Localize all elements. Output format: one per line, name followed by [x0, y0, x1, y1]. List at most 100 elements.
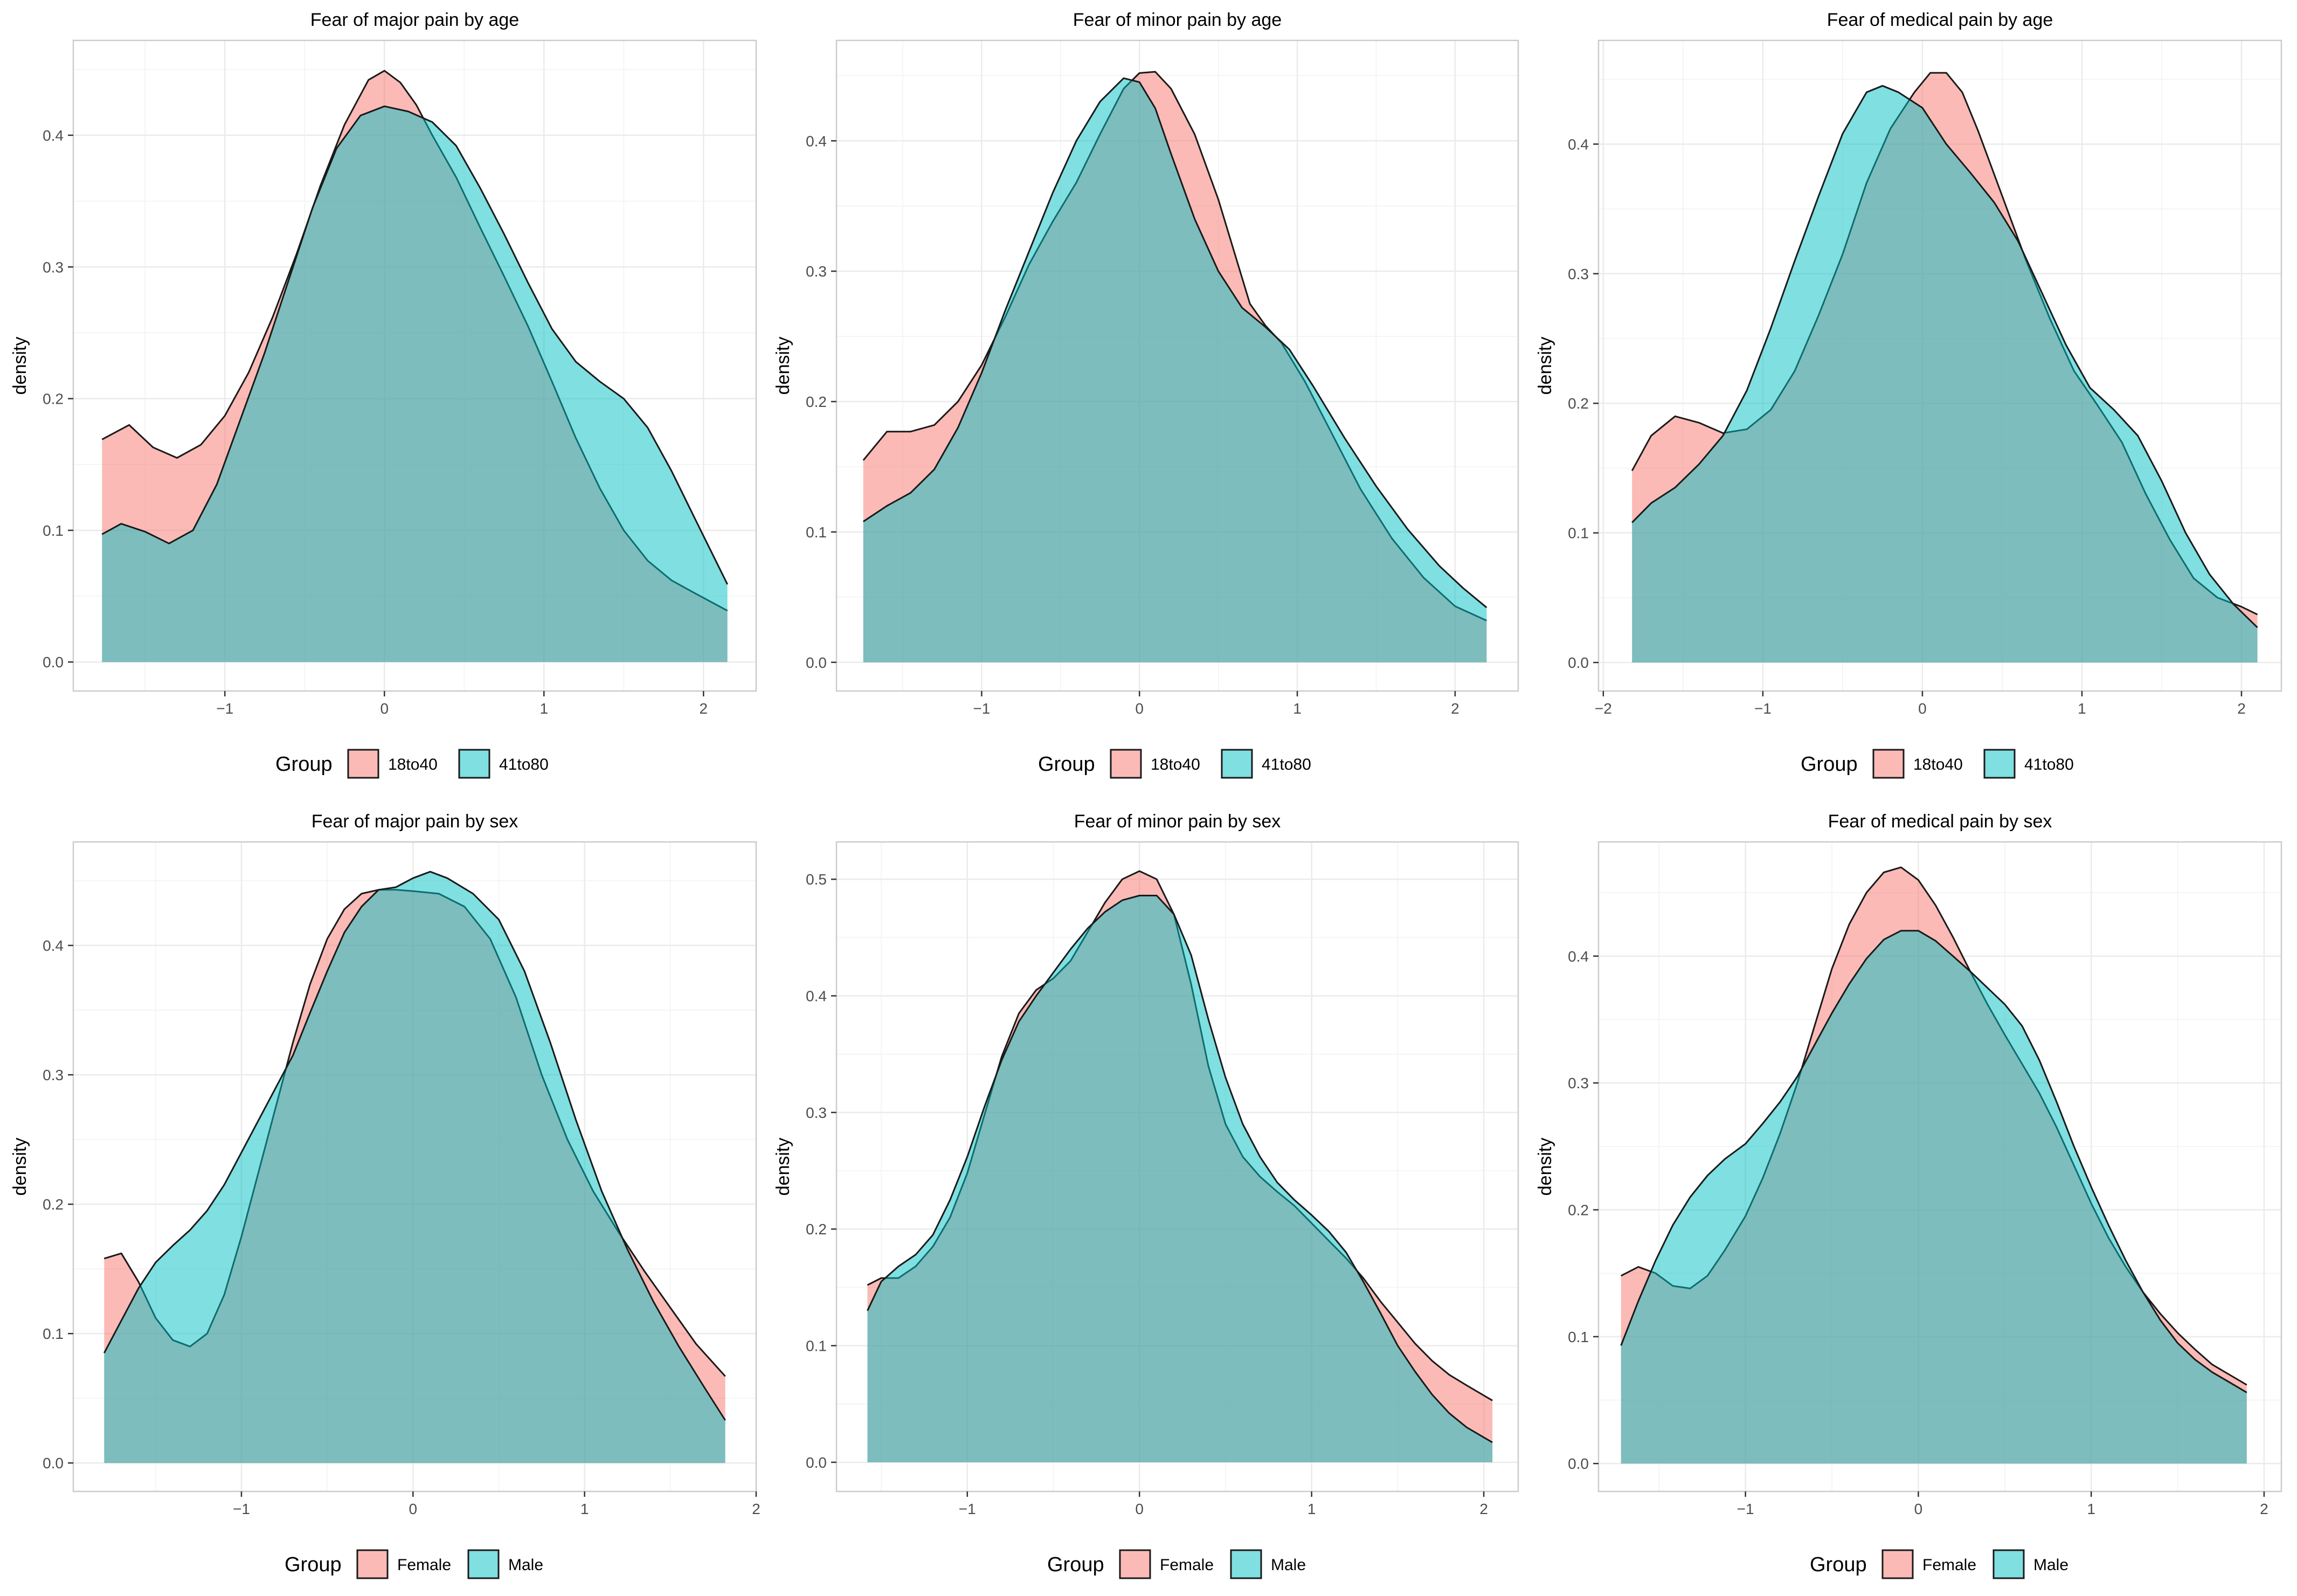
- panel-title: Fear of major pain by age: [310, 10, 519, 30]
- y-tick-label: 0.1: [806, 524, 827, 541]
- legend-label-18to40: 18to40: [1151, 756, 1200, 773]
- legend-label-female: Female: [1922, 1556, 1976, 1574]
- legend-key-18to40: [347, 749, 379, 779]
- legend-key-41to80: [1983, 749, 2016, 779]
- y-tick-label: 0.2: [43, 391, 64, 407]
- y-tick-label: 0.0: [43, 654, 64, 671]
- legend-key-female: [356, 1549, 389, 1579]
- y-tick-label: 0.3: [1568, 1075, 1589, 1091]
- legend: Group 18to40 41to80: [275, 749, 549, 779]
- x-tick-label: 1: [539, 700, 548, 717]
- y-tick-label: 0.2: [806, 1221, 827, 1238]
- legend-title: Group: [1801, 753, 1858, 776]
- panel-title: Fear of minor pain by sex: [1074, 811, 1281, 832]
- legend: Group 18to40 41to80: [1038, 749, 1311, 779]
- x-tick-label: 2: [752, 1501, 760, 1517]
- y-tick-label: 0.3: [43, 1067, 64, 1083]
- y-tick-label: 0.0: [43, 1455, 64, 1471]
- legend-key-male: [1230, 1549, 1262, 1579]
- panel-border: [1597, 39, 2282, 692]
- x-tick-label: 0: [1914, 1501, 1923, 1517]
- legend: Group 18to40 41to80: [1801, 749, 2074, 779]
- panel-border: [835, 841, 1519, 1493]
- y-axis-label: density: [1535, 1138, 1555, 1196]
- y-tick-label: 0.0: [806, 654, 827, 671]
- legend-label-41to80: 41to80: [499, 756, 549, 773]
- panel-border: [1597, 841, 2282, 1493]
- density-curve-male: [867, 895, 1493, 1443]
- legend-key-41to80: [1221, 749, 1253, 779]
- y-tick-label: 0.5: [806, 871, 827, 888]
- y-tick-label: 0.4: [1568, 136, 1589, 153]
- density-area-41to80: [863, 78, 1487, 662]
- x-tick-label: 2: [2237, 700, 2246, 717]
- y-tick-label: 0.1: [1568, 1329, 1589, 1345]
- density-area-male: [1621, 930, 2247, 1464]
- legend-title: Group: [275, 753, 333, 776]
- legend-key-male: [1992, 1549, 2025, 1579]
- y-axis-label: density: [10, 337, 30, 395]
- legend: Group Female Male: [1047, 1549, 1306, 1579]
- x-tick-label: −1: [1737, 1501, 1754, 1517]
- y-tick-label: 0.2: [806, 393, 827, 410]
- y-axis-label: density: [773, 1138, 793, 1196]
- y-tick-label: 0.3: [1568, 266, 1589, 282]
- y-axis-label: density: [773, 337, 793, 395]
- x-tick-label: 0: [380, 700, 389, 717]
- legend-label-18to40: 18to40: [388, 756, 438, 773]
- density-area-male: [867, 895, 1493, 1462]
- y-tick-label: 0.4: [806, 133, 827, 149]
- y-tick-label: 0.1: [43, 1325, 64, 1342]
- y-tick-label: 0.1: [43, 522, 64, 539]
- legend-key-18to40: [1872, 749, 1905, 779]
- x-tick-label: 0: [1918, 700, 1927, 717]
- y-axis-label: density: [10, 1138, 30, 1196]
- legend-label-male: Male: [508, 1556, 543, 1574]
- x-tick-label: 0: [1135, 1501, 1144, 1517]
- legend-label-male: Male: [1271, 1556, 1306, 1574]
- panel-title: Fear of medical pain by sex: [1828, 811, 2052, 832]
- legend-title: Group: [1047, 1553, 1104, 1576]
- x-tick-label: 2: [2260, 1501, 2268, 1517]
- x-tick-label: −1: [973, 700, 990, 717]
- panel-border: [72, 39, 757, 692]
- density-panel-2: −1 0 1 2 0.0 0.1 0.2 0.3 0.4 Fear of minor pain b…: [773, 10, 1519, 779]
- y-tick-label: 0.2: [1568, 395, 1589, 412]
- x-tick-label: 1: [2078, 700, 2086, 717]
- legend-key-male: [467, 1549, 500, 1579]
- density-panel-1: −1 0 1 2 0.0 0.1 0.2 0.3 0.4 Fear of major pain b…: [10, 10, 757, 779]
- y-tick-label: 0.3: [43, 259, 64, 275]
- legend-label-female: Female: [1160, 1556, 1214, 1574]
- legend-title: Group: [285, 1553, 342, 1576]
- legend-title: Group: [1038, 753, 1095, 776]
- y-tick-label: 0.3: [806, 263, 827, 280]
- density-curve-41to80: [101, 105, 729, 585]
- density-curve-male: [1620, 930, 2247, 1393]
- panel-border: [835, 39, 1519, 692]
- legend-label-18to40: 18to40: [1913, 756, 1963, 773]
- legend-label-female: Female: [397, 1556, 451, 1574]
- legend: Group Female Male: [285, 1549, 543, 1579]
- y-tick-label: 0.0: [806, 1454, 827, 1471]
- y-tick-label: 0.2: [1568, 1202, 1589, 1219]
- y-axis-label: density: [1535, 337, 1555, 395]
- x-tick-label: 1: [1307, 1501, 1316, 1517]
- x-tick-label: 2: [700, 700, 708, 717]
- y-tick-label: 0.1: [1568, 525, 1589, 542]
- x-tick-label: −2: [1595, 700, 1612, 717]
- panel-title: Fear of minor pain by age: [1073, 10, 1282, 30]
- panel-title: Fear of major pain by sex: [312, 811, 518, 832]
- legend-key-18to40: [1110, 749, 1142, 779]
- x-tick-label: −1: [233, 1501, 250, 1517]
- x-tick-label: 1: [1293, 700, 1302, 717]
- density-curve-male: [103, 870, 726, 1421]
- density-area-41to80: [102, 106, 728, 662]
- density-curve-41to80: [862, 77, 1487, 609]
- x-tick-label: 2: [1479, 1501, 1488, 1517]
- density-panel-5: −1 0 1 2 0.0 0.1 0.2 0.3 0.4 0.5 Fear of minor pai…: [773, 811, 1519, 1579]
- y-tick-label: 0.4: [43, 127, 64, 144]
- y-tick-label: 0.2: [43, 1196, 64, 1213]
- x-tick-label: 1: [580, 1501, 589, 1517]
- x-tick-label: 0: [409, 1501, 418, 1517]
